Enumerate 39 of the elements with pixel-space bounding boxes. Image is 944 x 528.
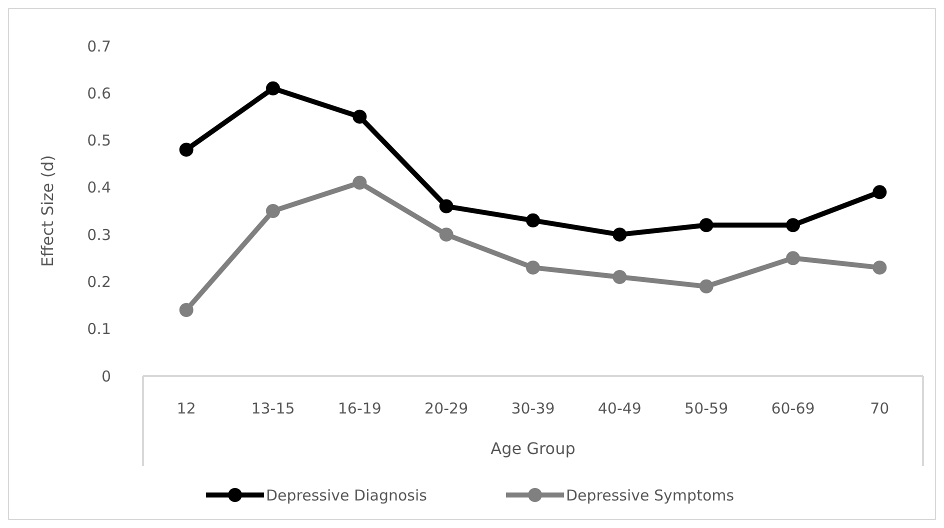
y-tick-label: 0.4: [87, 178, 111, 197]
point: [699, 218, 714, 232]
y-tick-label: 0.7: [87, 37, 111, 56]
point: [439, 228, 454, 242]
point: [526, 260, 540, 275]
x-tick-label: 30-39: [511, 399, 555, 418]
point: [786, 251, 800, 266]
x-tick-label: 50-59: [684, 399, 728, 418]
x-tick-label: 13-15: [251, 399, 295, 418]
y-tick-label: 0.2: [87, 272, 111, 291]
y-tick-label: 0.1: [87, 320, 111, 338]
x-tick-label: 12: [176, 399, 196, 418]
x-tick-label: 70: [870, 399, 890, 418]
point: [352, 176, 367, 190]
point: [179, 303, 194, 317]
x-tick-label: 60-69: [771, 399, 815, 418]
y-tick-label: 0.6: [87, 84, 111, 102]
x-tick-label: 20-29: [424, 399, 468, 418]
y-tick-label: 0: [101, 367, 111, 386]
point: [266, 81, 280, 96]
point: [266, 204, 280, 218]
x-tick-label: 16-19: [338, 399, 382, 418]
x-tick-label: 40-49: [598, 399, 642, 418]
point: [699, 279, 714, 294]
y-axis-title: Effect Size (d): [38, 155, 57, 267]
point: [786, 218, 800, 232]
y-tick-label: 0.5: [87, 132, 111, 150]
point: [352, 110, 367, 124]
point: [872, 185, 887, 200]
y-tick-label: 0.3: [87, 226, 111, 244]
point: [612, 228, 627, 242]
legend-label: Depressive Symptoms: [566, 486, 734, 504]
x-axis-title: Age Group: [490, 439, 576, 458]
point: [439, 199, 454, 214]
point: [179, 142, 194, 157]
legend-label: Depressive Diagnosis: [266, 486, 428, 504]
point: [612, 270, 627, 284]
point: [872, 260, 887, 275]
point: [526, 213, 540, 228]
